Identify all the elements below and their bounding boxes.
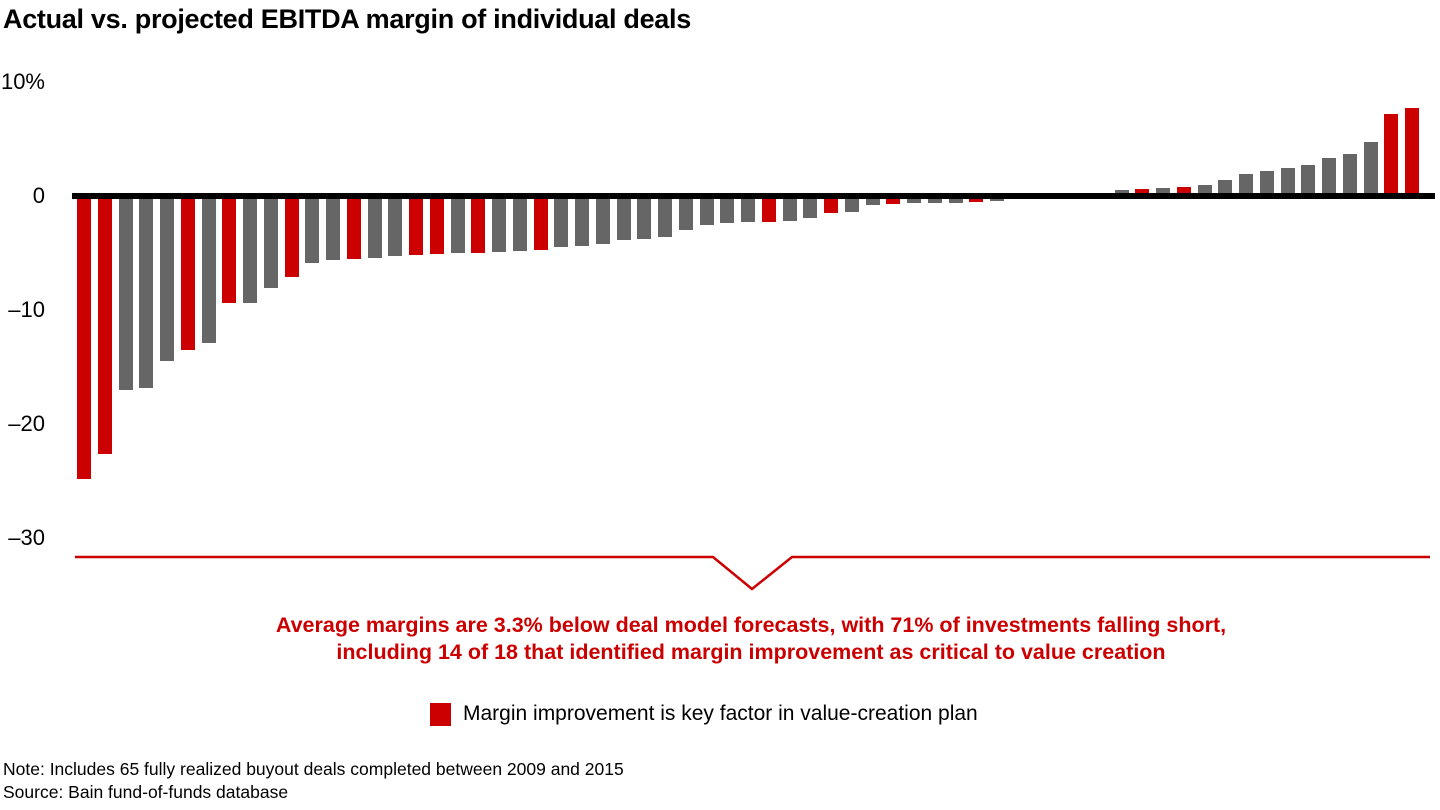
deal-bar (575, 196, 589, 246)
deal-bar (222, 196, 237, 304)
deal-bar (1301, 165, 1316, 196)
deal-bar (1135, 189, 1150, 196)
deal-bar (1259, 170, 1274, 196)
deal-bar (1363, 142, 1378, 196)
deal-bar (429, 196, 444, 255)
deal-bar (637, 196, 652, 240)
deal-bar (803, 196, 818, 218)
deal-bar (886, 196, 901, 204)
deal-bar (699, 196, 714, 225)
deal-bar (658, 196, 672, 238)
deal-bar (907, 196, 921, 204)
deal-bar (1176, 186, 1191, 196)
deal-bar (1280, 167, 1295, 196)
page-title: Actual vs. projected EBITDA margin of in… (3, 4, 691, 34)
deal-bar (1156, 188, 1170, 196)
legend-label: Margin improvement is key factor in valu… (463, 702, 978, 725)
deal-bar (595, 196, 610, 244)
y-tick-label: –10 (8, 297, 45, 322)
deal-bar (948, 196, 963, 203)
ebitda-margin-bar-chart: 10% 0 –10 –20 –30 (0, 69, 1435, 591)
deal-bar (1197, 184, 1212, 196)
legend: Margin improvement is key factor in valu… (430, 702, 978, 726)
deal-bar (1405, 108, 1419, 196)
y-tick-label: –20 (8, 411, 45, 436)
deal-bar (554, 196, 569, 248)
chart-annotation: Average margins are 3.3% below deal mode… (62, 612, 1440, 666)
annotation-line-2: including 14 of 18 that identified margi… (336, 640, 1166, 664)
deal-bar (201, 196, 216, 344)
deal-bar (1384, 113, 1399, 196)
legend-swatch-red-icon (430, 702, 451, 726)
deal-bar (450, 196, 465, 253)
deal-bar (824, 196, 838, 214)
deal-bar (1342, 153, 1357, 196)
footnotes: Note: Includes 65 fully realized buyout … (3, 758, 624, 803)
deal-bar (284, 196, 299, 277)
deal-bar (118, 196, 133, 390)
deal-bar (367, 196, 382, 259)
deal-bar (782, 196, 797, 222)
deal-bar (1218, 180, 1233, 196)
deal-bar (139, 196, 154, 388)
deal-bar (616, 196, 631, 241)
deal-bar (678, 196, 693, 231)
deal-bar (409, 196, 423, 256)
deal-bar (77, 196, 91, 479)
note-text: Note: Includes 65 fully realized buyout … (3, 759, 624, 779)
deal-bar (471, 196, 486, 253)
deal-bar (844, 196, 859, 212)
deal-bar (243, 196, 257, 304)
deal-bar (761, 196, 776, 223)
deal-bar (865, 196, 880, 206)
deal-bar (741, 196, 755, 223)
source-text: Source: Bain fund-of-funds database (3, 781, 289, 802)
y-tick-label: 0 (32, 183, 45, 208)
y-tick-label: 10% (0, 69, 45, 94)
deal-bar (927, 196, 942, 203)
deal-bar (1322, 158, 1336, 196)
deal-bar (533, 196, 548, 251)
deal-bar (180, 196, 195, 350)
deal-bar (969, 196, 984, 203)
deal-bar (388, 196, 403, 257)
deal-bar (720, 196, 735, 224)
deal-bar (512, 196, 527, 251)
deal-bar (492, 196, 506, 252)
annotation-line-1: Average margins are 3.3% below deal mode… (275, 613, 1227, 637)
deal-bar (1239, 174, 1253, 196)
deal-bar (160, 196, 174, 362)
zero-baseline-axis (72, 193, 1435, 199)
deal-bar (326, 196, 340, 261)
deal-bar (263, 196, 278, 289)
y-tick-label: –30 (8, 525, 45, 550)
deal-bar (305, 196, 320, 264)
deal-bar (97, 196, 112, 454)
annotation-bracket-line (75, 555, 1430, 591)
deal-bar (346, 196, 361, 260)
